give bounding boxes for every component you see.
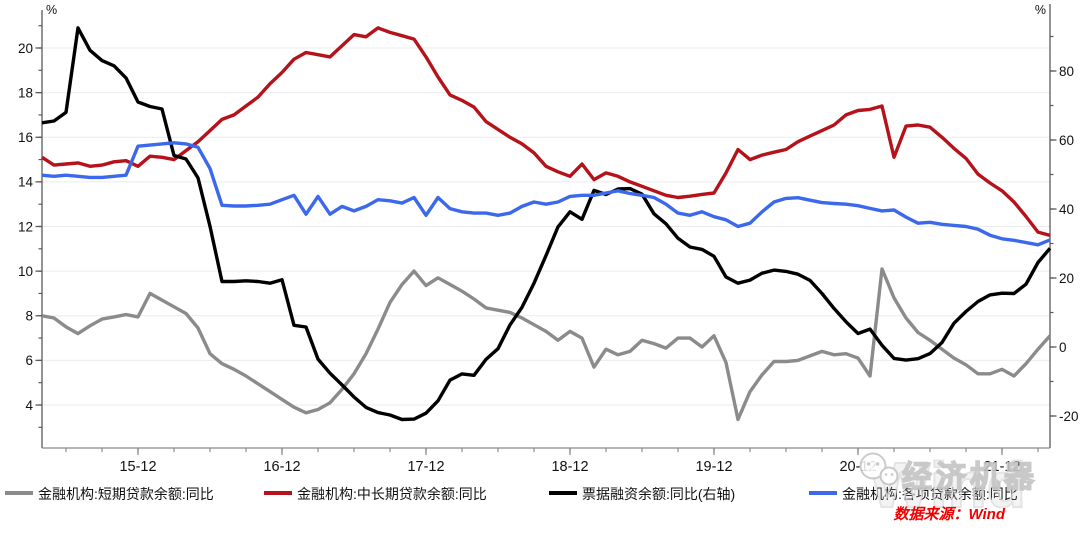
right-axis-tick-label: 80 (1059, 64, 1074, 79)
wechat-bubbles-watermark-icon (859, 452, 899, 486)
left-axis-tick-label: 4 (25, 398, 33, 413)
left-axis-tick-label: 14 (18, 175, 34, 190)
right-axis-tick-label: -20 (1059, 409, 1079, 424)
right-axis-tick-label: 0 (1059, 340, 1067, 355)
left-axis-tick-label: 16 (18, 130, 33, 145)
right-axis-tick-label: 60 (1059, 133, 1074, 148)
left-axis-tick-label: 8 (25, 309, 33, 324)
x-axis-tick-label: 21-12 (983, 459, 1020, 475)
right-axis-unit-label: % (1035, 3, 1046, 17)
data-source-credit: 数据来源：Wind (893, 506, 1005, 523)
left-axis-tick-label: 18 (18, 85, 33, 100)
x-axis-tick-label: 17-12 (407, 459, 444, 475)
left-axis-tick-label: 20 (18, 41, 33, 56)
x-axis-tick-label: 16-12 (263, 459, 300, 475)
series-line (41, 267, 1052, 422)
series-line (41, 26, 1052, 422)
x-axis-tick-label: 19-12 (695, 459, 732, 475)
right-axis-tick-label: 20 (1059, 271, 1074, 286)
left-axis-unit-label: % (46, 3, 57, 17)
x-axis-tick-label: 15-12 (119, 459, 156, 475)
x-axis-tick-label: 18-12 (551, 459, 588, 475)
series-line (41, 141, 1051, 247)
left-axis-tick-label: 12 (18, 219, 33, 234)
right-axis-tick-label: 40 (1059, 202, 1074, 217)
left-axis-tick-label: 6 (25, 353, 33, 368)
left-axis-tick-label: 10 (18, 264, 33, 279)
series-line (41, 26, 1051, 238)
